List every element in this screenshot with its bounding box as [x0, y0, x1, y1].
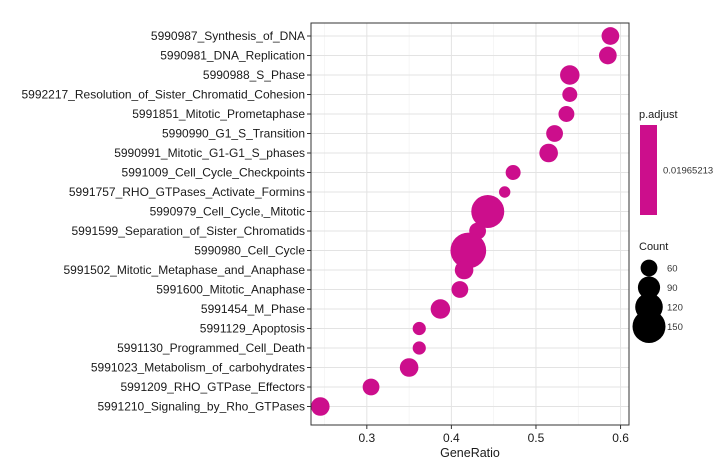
data-point — [562, 87, 578, 102]
data-point — [412, 341, 426, 355]
y-tick-label: 5990991_Mitotic_G1-G1_S_phases — [114, 146, 305, 160]
y-tick-label: 5991023_Metabolism_of_carbohydrates — [91, 361, 305, 375]
y-tick-label: 5991130_Programmed_Cell_Death — [117, 341, 305, 355]
data-point — [451, 281, 469, 298]
data-point — [471, 195, 505, 228]
data-point — [430, 299, 451, 319]
data-point — [599, 46, 617, 65]
x-tick-label: 0.6 — [612, 431, 629, 445]
size-legend-label: 120 — [667, 303, 683, 314]
data-point — [399, 358, 419, 377]
y-tick-label: 5990981_DNA_Replication — [160, 49, 305, 63]
data-point — [546, 125, 563, 142]
y-tick-label: 5991502_Mitotic_Metaphase_and_Anaphase — [63, 263, 305, 277]
data-points — [311, 27, 620, 416]
x-tick-label: 0.3 — [358, 431, 375, 445]
y-tick-label: 5991210_Signaling_by_Rho_GTPases — [98, 400, 306, 414]
grid-lines — [311, 23, 629, 425]
plot-border — [310, 22, 630, 426]
y-tick-label: 5991599_Separation_of_Sister_Chromatids — [72, 224, 306, 238]
size-legend: Count 60 90 120 150 — [632, 241, 683, 343]
data-point — [539, 143, 558, 163]
data-point — [558, 106, 575, 122]
data-point — [454, 260, 474, 280]
color-legend-bar — [640, 125, 657, 215]
data-point — [601, 27, 620, 45]
y-tick-label: 5990988_S_Phase — [203, 68, 305, 82]
y-tick-label: 5991757_RHO_GTPases_Activate_Formins — [69, 185, 305, 199]
size-legend-label: 60 — [667, 264, 678, 275]
size-legend-label: 150 — [667, 322, 683, 333]
x-axis: 0.3 0.4 0.5 0.6 — [358, 425, 629, 445]
x-axis-title: GeneRatio — [440, 446, 500, 460]
color-legend-label: 0.01965213 — [663, 166, 713, 177]
y-tick-label: 5991129_Apoptosis — [200, 322, 305, 336]
y-tick-label: 5991454_M_Phase — [201, 302, 305, 316]
y-tick-label: 5990990_G1_S_Transition — [162, 127, 305, 141]
size-legend-dot — [640, 259, 658, 277]
y-tick-label: 5991851_Mitotic_Prometaphase — [132, 107, 305, 121]
data-point — [505, 165, 521, 180]
data-point — [450, 232, 487, 269]
data-point — [311, 397, 330, 416]
color-legend: p.adjust 0.01965213 — [639, 109, 713, 215]
y-tick-label: 5991600_Mitotic_Anaphase — [156, 283, 305, 297]
data-point — [560, 65, 580, 85]
y-tick-label: 5990980_Cell_Cycle — [194, 244, 305, 258]
size-legend-label: 90 — [667, 283, 678, 294]
color-legend-title: p.adjust — [639, 109, 678, 121]
data-point — [412, 321, 426, 336]
y-tick-label: 5990979_Cell_Cycle,_Mitotic — [150, 205, 305, 219]
size-legend-dot — [632, 310, 666, 343]
size-legend-dot — [637, 276, 661, 299]
data-point — [362, 378, 380, 396]
x-tick-label: 0.5 — [528, 431, 545, 445]
y-tick-label: 5991009_Cell_Cycle_Checkpoints — [122, 166, 305, 180]
y-axis-labels: 5990987_Synthesis_of_DNA 5990981_DNA_Repl… — [21, 29, 311, 414]
y-tick-label: 5992217_Resolution_of_Sister_Chromatid_C… — [21, 88, 305, 102]
size-legend-title: Count — [639, 241, 668, 253]
x-tick-label: 0.4 — [443, 431, 460, 445]
y-tick-label: 5991209_RHO_GTPase_Effectors — [120, 380, 305, 394]
y-tick-label: 5990987_Synthesis_of_DNA — [151, 29, 305, 43]
data-point — [498, 186, 511, 198]
